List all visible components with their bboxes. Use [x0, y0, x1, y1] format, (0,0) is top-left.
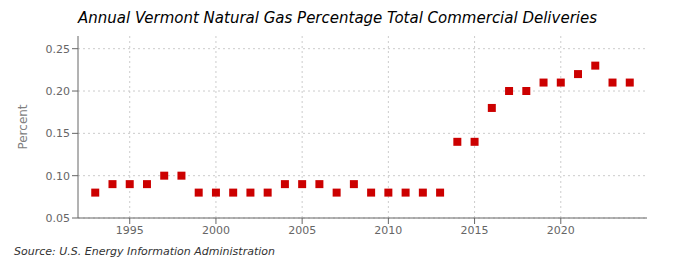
svg-text:0.20: 0.20: [46, 85, 71, 98]
svg-text:0.15: 0.15: [46, 127, 71, 140]
html-text:Source: U.S. Energy Informatio: Source: U.S. Energy Information Administ…: [14, 245, 275, 258]
svg-text:1995: 1995: [116, 224, 144, 237]
svg-text:2010: 2010: [374, 224, 402, 237]
svg-text:2005: 2005: [288, 224, 316, 237]
svg-text:0.25: 0.25: [46, 43, 71, 56]
svg-text:2000: 2000: [202, 224, 230, 237]
svg-text:0.10: 0.10: [46, 170, 71, 183]
svg-text:0.05: 0.05: [46, 212, 71, 225]
html-text:Annual Vermont Natural Gas Per: Annual Vermont Natural Gas Percentage To…: [78, 9, 597, 27]
svg-text:Percent: Percent: [16, 104, 30, 149]
svg-text:2020: 2020: [547, 224, 575, 237]
svg-text:2015: 2015: [461, 224, 489, 237]
